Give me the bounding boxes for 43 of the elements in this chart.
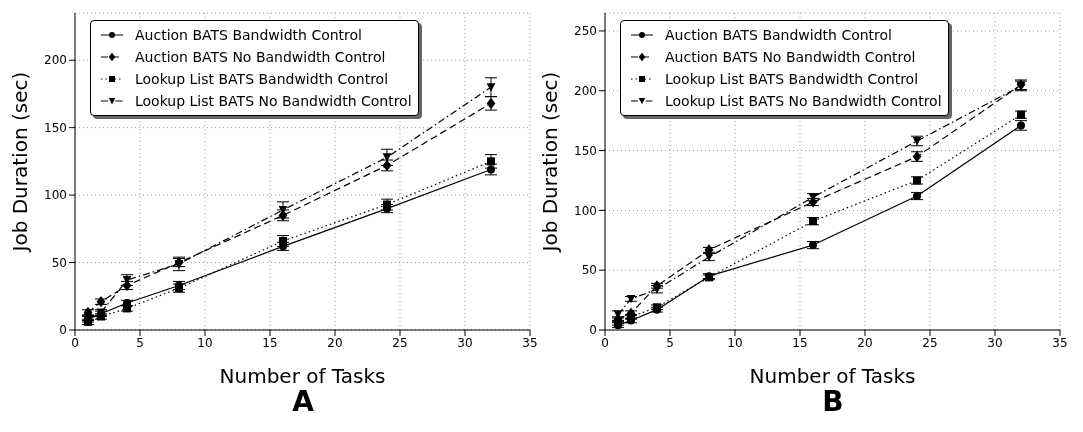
x-tick-label: 5: [666, 335, 674, 350]
legend-label: Auction BATS Bandwidth Control: [135, 27, 362, 43]
y-tick-label: 50: [581, 263, 597, 278]
x-tick-label: 30: [987, 335, 1003, 350]
text: A: [291, 385, 315, 418]
x-tick-label: 0: [601, 335, 609, 350]
legend-label: Auction BATS No Bandwidth Control: [665, 49, 916, 65]
legend-label: Lookup List BATS No Bandwidth Control: [135, 93, 412, 109]
x-tick-label: 25: [392, 335, 408, 350]
x-tick-label: 5: [136, 335, 144, 350]
y-tick-label: 0: [59, 323, 67, 338]
x-axis-title: Number of Tasks: [219, 364, 386, 388]
x-axis-title: Number of Tasks: [749, 364, 916, 388]
x-tick-label: 20: [327, 335, 343, 350]
legend-label: Auction BATS Bandwidth Control: [665, 27, 892, 43]
y-tick-label: 250: [574, 24, 597, 39]
x-tick-label: 15: [792, 335, 808, 350]
point: [486, 83, 496, 92]
y-tick-label: 100: [44, 188, 67, 203]
point: [382, 153, 392, 162]
x-tick-label: 10: [727, 335, 743, 350]
x-tick-label: 35: [1052, 335, 1068, 350]
y-tick-label: 100: [574, 203, 597, 218]
text: B: [821, 385, 845, 418]
x-tick-label: 30: [457, 335, 473, 350]
x-tick-label: 25: [922, 335, 938, 350]
y-tick-label: 50: [51, 255, 67, 270]
y-tick-label: 200: [574, 84, 597, 99]
y-axis-title: Job Duration (sec): [8, 71, 33, 254]
x-tick-label: 15: [262, 335, 278, 350]
legend-label: Lookup List BATS Bandwidth Control: [665, 71, 919, 87]
legend-label: Lookup List BATS No Bandwidth Control: [665, 93, 942, 109]
x-tick-label: 20: [857, 335, 873, 350]
y-tick-label: 150: [574, 143, 597, 158]
y-tick-label: 150: [44, 120, 67, 135]
y-tick-label: 0: [589, 323, 597, 338]
legend-label: Auction BATS No Bandwidth Control: [135, 49, 386, 65]
x-tick-label: 10: [197, 335, 213, 350]
x-tick-label: 35: [522, 335, 538, 350]
legend-label: Lookup List BATS Bandwidth Control: [135, 71, 389, 87]
x-tick-label: 0: [71, 335, 79, 350]
y-axis-title: Job Duration (sec): [538, 71, 563, 254]
y-tick-label: 200: [44, 53, 67, 68]
